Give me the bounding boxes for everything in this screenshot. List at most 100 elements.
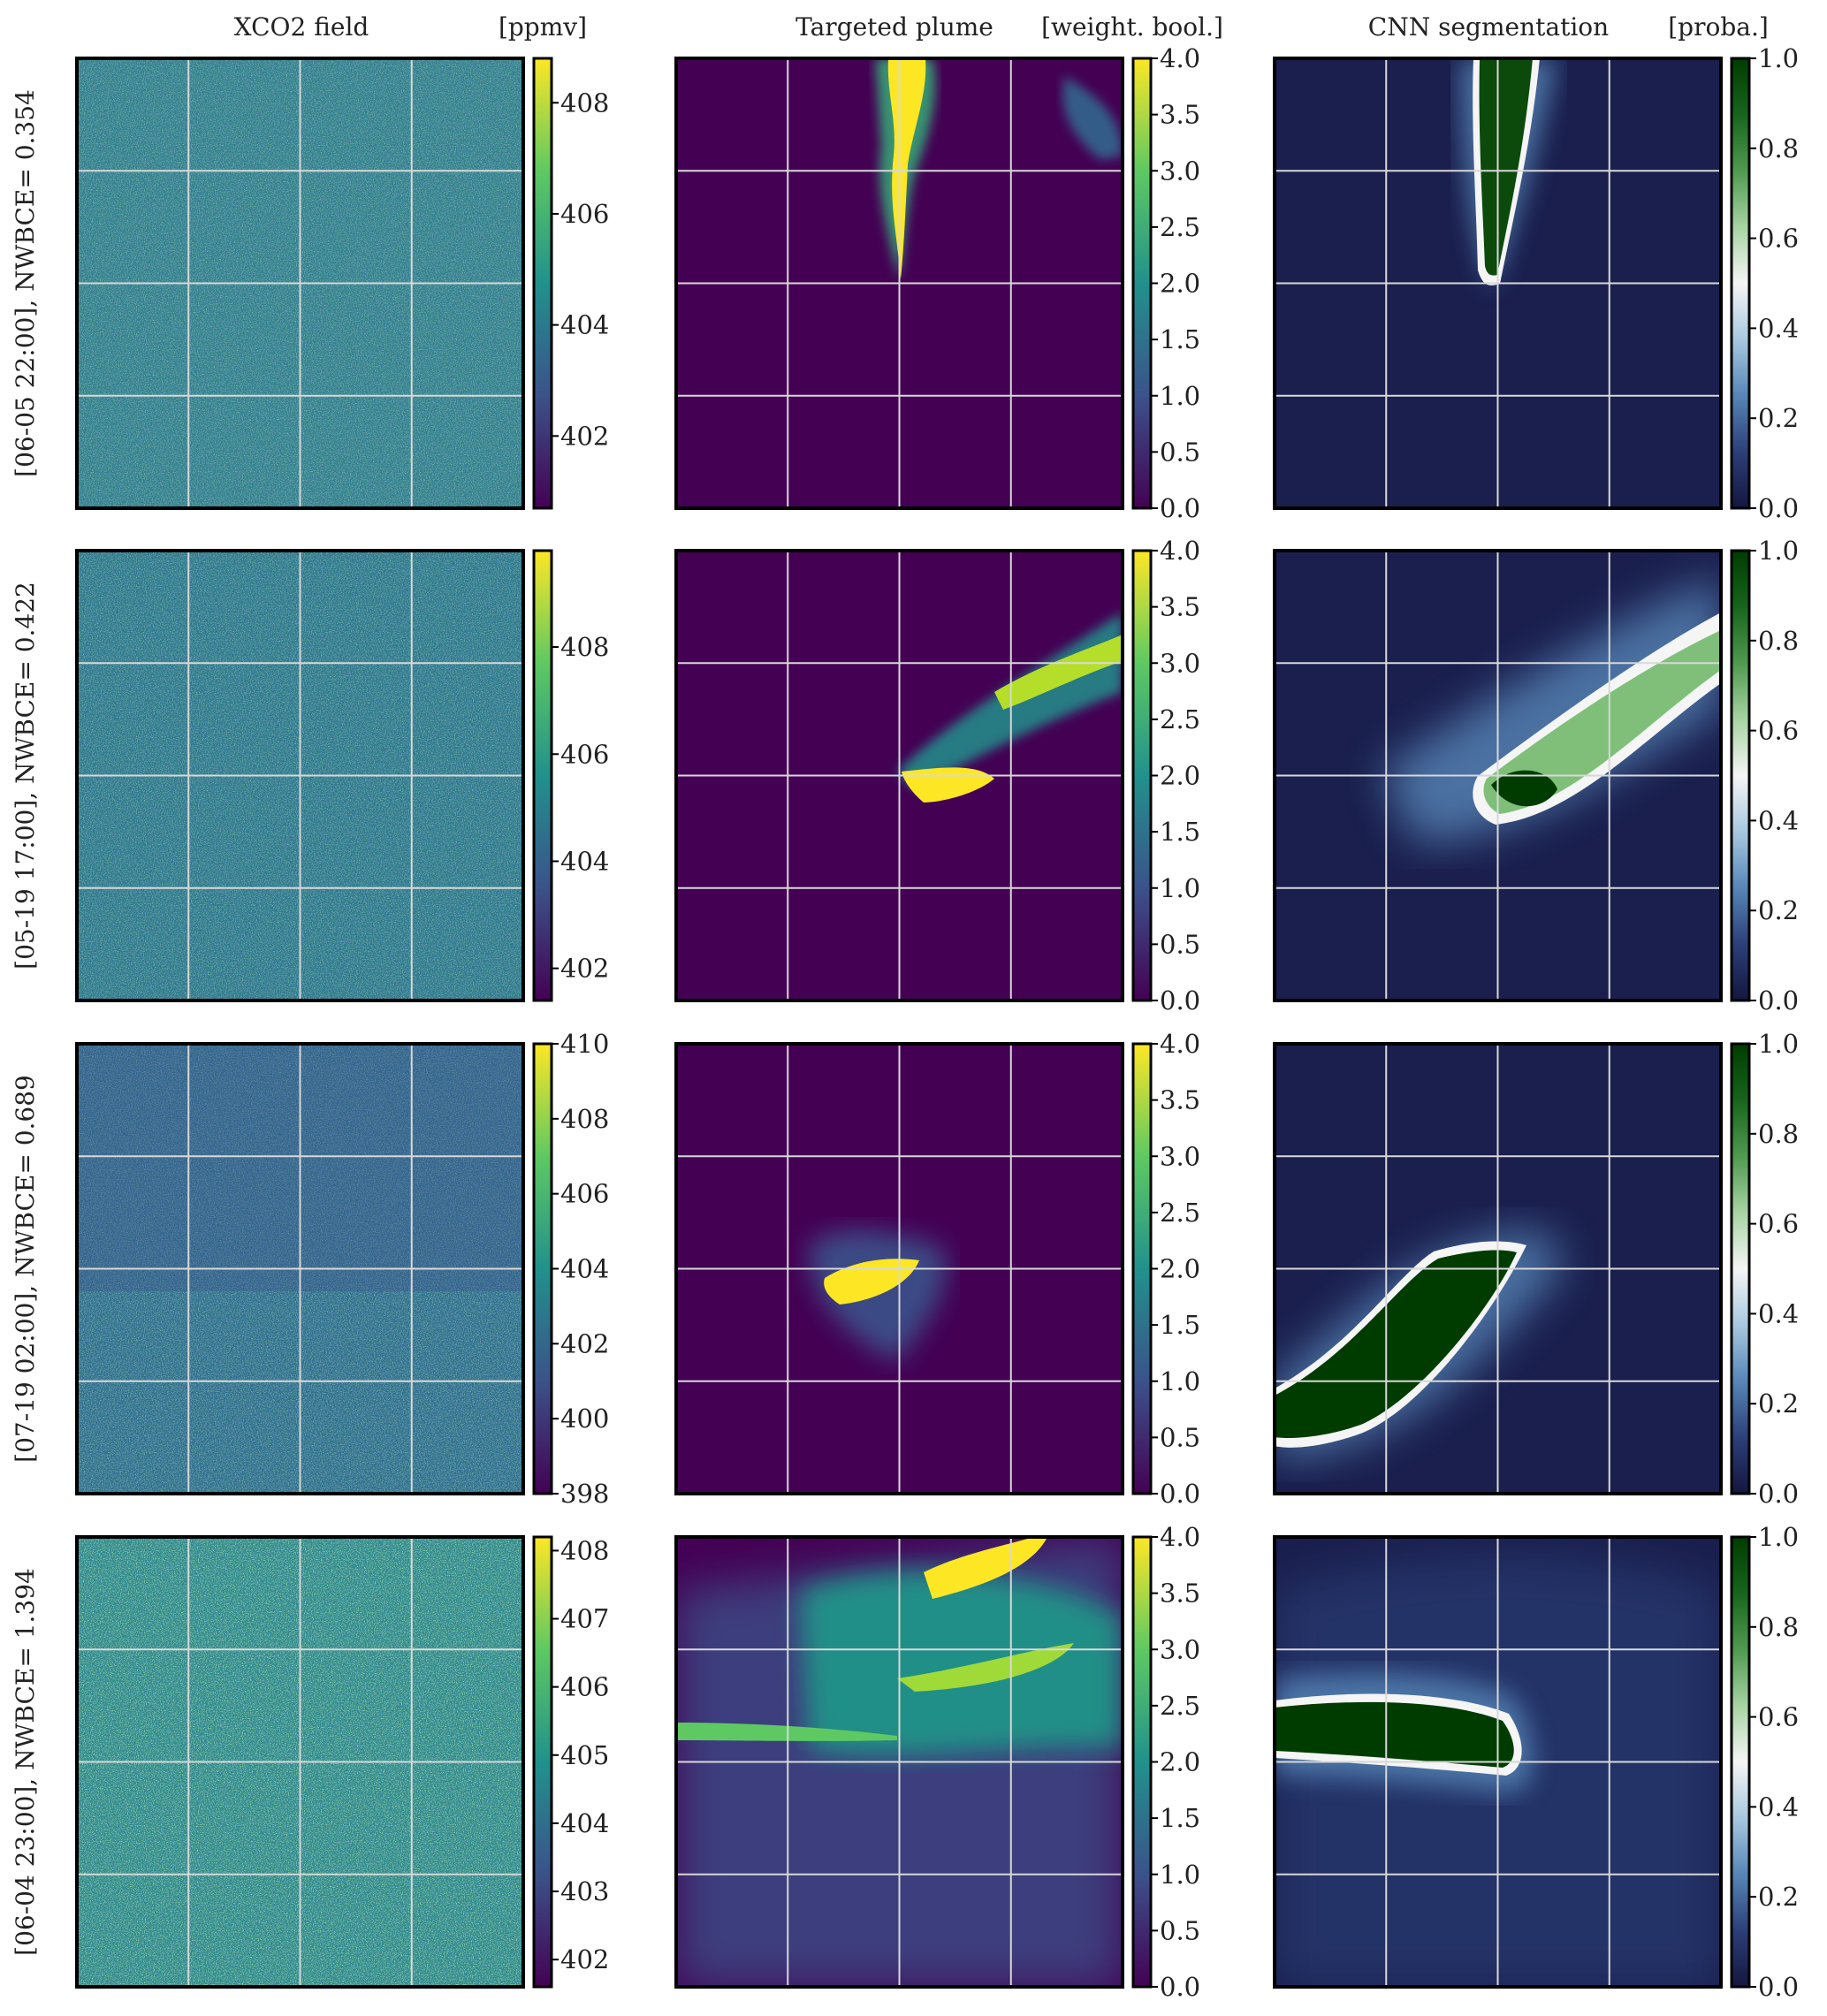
plume-tick-label: 1.5 (1160, 1803, 1200, 1833)
xco2-tick-label: 408 (560, 87, 609, 118)
xco2-tick-label: 402 (560, 421, 609, 451)
segmentation-tick-label: 0.2 (1758, 1388, 1799, 1419)
xco2-tick-label: 408 (560, 632, 609, 662)
segmentation-tick-label: 0.6 (1758, 224, 1799, 254)
plume-tick-label: 4.0 (1160, 1522, 1200, 1552)
segmentation-panel-frame (1273, 549, 1723, 1002)
segmentation-tick-label: 0.8 (1758, 1119, 1799, 1149)
panel-rows: [06-05 22:00], NWBCE= 0.354 402 404 406 408 0… (11, 43, 1799, 2002)
segmentation-panel-frame (1273, 57, 1723, 510)
plume-tick-label: 2.0 (1160, 269, 1200, 299)
segmentation-tick-label: 0.0 (1758, 1972, 1799, 2002)
segmentation-tick-label: 0.4 (1758, 313, 1799, 343)
segmentation-colorbar (1730, 1535, 1751, 1989)
segmentation-tick-label: 0.6 (1758, 1209, 1799, 1239)
plume-colorbar (1131, 549, 1153, 1002)
plume-tick-label: 3.5 (1160, 1085, 1200, 1115)
col-title-seg: CNN segmentation (1368, 12, 1609, 42)
segmentation-tick-label: 1.0 (1758, 1029, 1799, 1059)
plume-panel (674, 57, 1124, 510)
segmentation-shape (1491, 770, 1557, 807)
xco2-tick-label: 406 (560, 739, 609, 769)
plume-tick-label: 1.0 (1160, 873, 1200, 903)
xco2-tick-label: 404 (560, 310, 609, 340)
plume-shape (924, 1537, 1047, 1599)
plume-shape (994, 635, 1123, 710)
xco2-tick-label: 402 (560, 1944, 609, 1974)
segmentation-tick-label: 0.4 (1758, 1298, 1799, 1328)
xco2-tick-label: 406 (560, 199, 609, 229)
row-label: [05-19 17:00], NWBCE= 0.422 (11, 582, 40, 970)
plume-panel-frame (674, 549, 1124, 1002)
xco2-tick-label: 404 (560, 1254, 609, 1284)
segmentation-shape (1483, 630, 1721, 814)
segmentation-tick-label: 1.0 (1758, 43, 1799, 73)
xco2-tick-label: 404 (560, 1808, 609, 1838)
xco2-colorbar (532, 549, 553, 1002)
plume-tick-label: 3.0 (1160, 156, 1200, 186)
segmentation-colorbar (1730, 549, 1751, 1002)
segmentation-shape (1275, 1701, 1514, 1768)
plume-tick-label: 0.0 (1160, 1479, 1200, 1509)
xco2-panel (75, 1535, 525, 1989)
plume-tick-label: 4.0 (1160, 43, 1200, 73)
plume-tick-label: 1.0 (1160, 381, 1200, 411)
segmentation-panel-frame (1273, 1042, 1723, 1495)
plume-tick-label: 2.5 (1160, 1198, 1200, 1228)
segmentation-tick-label: 0.0 (1758, 985, 1799, 1016)
plume-colorbar (1131, 1535, 1153, 1989)
segmentation-tick-label: 0.0 (1758, 493, 1799, 523)
xco2-tick-label: 406 (560, 1672, 609, 1702)
segmentation-panel (1273, 1042, 1723, 1495)
plume-tick-label: 1.5 (1160, 1310, 1200, 1340)
col-unit-seg: [proba.] (1668, 12, 1769, 42)
xco2-tick-label: 402 (560, 1328, 609, 1358)
plume-tick-label: 4.0 (1160, 536, 1200, 566)
plume-tick-label: 2.5 (1160, 704, 1200, 734)
segmentation-panel (1273, 1535, 1723, 1989)
segmentation-tick-label: 0.8 (1758, 133, 1799, 164)
plume-shape (897, 1643, 1074, 1692)
xco2-panel-frame (75, 57, 525, 510)
panel-row: [07-19 02:00], NWBCE= 0.689 398 400 402 404 4… (11, 1029, 1799, 1509)
xco2-tick-label: 410 (560, 1029, 609, 1059)
xco2-tick-label: 408 (560, 1535, 609, 1565)
column-headers: XCO2 field [ppmv] Targeted plume [weight… (234, 12, 1769, 42)
plume-tick-label: 0.0 (1160, 985, 1200, 1016)
xco2-panel-frame (75, 1042, 525, 1495)
plume-tick-label: 0.0 (1160, 1972, 1200, 2002)
segmentation-tick-label: 0.0 (1758, 1479, 1799, 1509)
segmentation-tick-label: 0.6 (1758, 1702, 1799, 1732)
plume-panel-frame (674, 57, 1124, 510)
plume-tick-label: 1.0 (1160, 1366, 1200, 1396)
segmentation-shape (1275, 1250, 1517, 1439)
plume-tick-label: 2.0 (1160, 1254, 1200, 1284)
plume-tick-label: 1.5 (1160, 817, 1200, 847)
col-title-xco2: XCO2 field (234, 12, 369, 42)
plume-tick-label: 2.5 (1160, 212, 1200, 242)
segmentation-tick-label: 1.0 (1758, 536, 1799, 566)
col-title-plume: Targeted plume (796, 12, 993, 42)
plume-tick-label: 0.5 (1160, 437, 1200, 467)
plume-tick-label: 4.0 (1160, 1029, 1200, 1059)
segmentation-panel-frame (1273, 1535, 1723, 1989)
segmentation-tick-label: 0.6 (1758, 716, 1799, 746)
row-label: [07-19 02:00], NWBCE= 0.689 (11, 1075, 40, 1463)
segmentation-shape (1479, 58, 1533, 276)
segmentation-tick-label: 1.0 (1758, 1522, 1799, 1552)
xco2-tick-label: 405 (560, 1740, 609, 1770)
xco2-tick-label: 406 (560, 1179, 609, 1209)
xco2-tick-label: 398 (560, 1479, 609, 1509)
xco2-panel (75, 57, 525, 510)
segmentation-tick-label: 0.8 (1758, 1612, 1799, 1642)
plume-tick-label: 0.5 (1160, 929, 1200, 959)
xco2-colorbar (532, 57, 553, 510)
plume-tick-label: 0.5 (1160, 1915, 1200, 1945)
segmentation-tick-label: 0.4 (1758, 805, 1799, 835)
plume-tick-label: 0.5 (1160, 1422, 1200, 1452)
row-label: [06-04 23:00], NWBCE= 1.394 (11, 1568, 40, 1956)
plume-tick-label: 3.0 (1160, 1634, 1200, 1664)
segmentation-panel (1273, 57, 1723, 510)
plume-panel (674, 1042, 1124, 1495)
